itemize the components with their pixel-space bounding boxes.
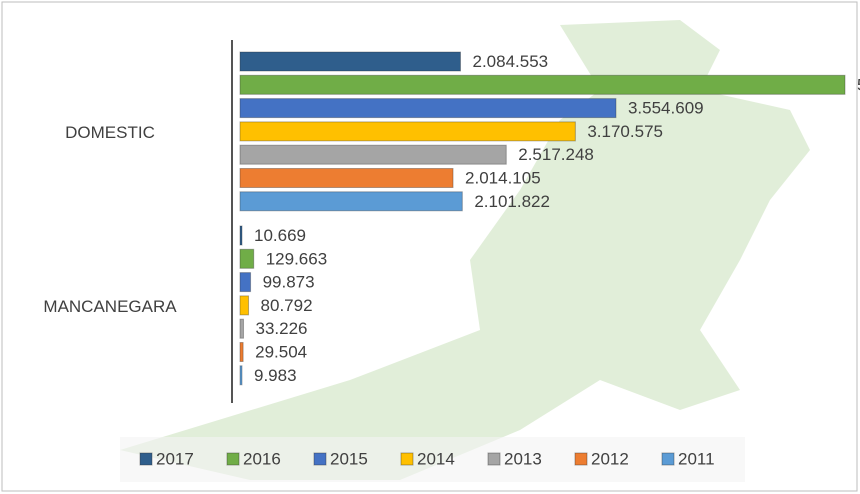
bar — [239, 225, 243, 246]
bar — [239, 74, 846, 95]
data-label: 2.101.822 — [474, 192, 550, 211]
legend-label: 2014 — [417, 449, 455, 468]
data-label: 29.504 — [255, 342, 307, 361]
category-label: DOMESTIC — [65, 123, 155, 142]
bar — [239, 168, 454, 188]
legend-swatch — [487, 452, 501, 466]
bar — [239, 318, 245, 339]
data-label: 3.554.609 — [628, 99, 704, 118]
bar — [239, 51, 461, 72]
data-label: 2.517.248 — [518, 145, 594, 164]
bar — [239, 272, 252, 293]
data-label: 2.084.553 — [472, 52, 548, 71]
bar — [239, 191, 463, 212]
category-label: MANCANEGARA — [43, 297, 177, 316]
data-label: 10.669 — [254, 226, 306, 245]
legend-label: 2017 — [156, 449, 194, 468]
data-label: 129.663 — [266, 249, 327, 268]
legend-box — [120, 437, 745, 482]
legend-swatch — [139, 452, 153, 466]
legend-swatch — [226, 452, 240, 466]
data-label: 2.014.105 — [465, 168, 541, 187]
data-label: 9.983 — [254, 366, 297, 385]
data-label: 5.719.881 — [857, 75, 860, 94]
legend-label: 2013 — [504, 449, 542, 468]
bar — [239, 121, 576, 142]
bar — [239, 342, 244, 362]
data-label: 80.792 — [261, 296, 313, 315]
legend-swatch — [400, 452, 414, 466]
data-label: 3.170.575 — [587, 122, 663, 141]
legend-swatch — [313, 452, 327, 466]
bar — [239, 365, 243, 386]
legend-label: 2012 — [591, 449, 629, 468]
legend-swatch — [574, 452, 588, 466]
legend-label: 2011 — [678, 449, 715, 468]
bar — [239, 98, 617, 119]
bar — [239, 144, 507, 165]
background-silhouette — [120, 20, 810, 480]
legend-label: 2015 — [330, 449, 368, 468]
legend-swatch — [661, 452, 675, 466]
data-label: 99.873 — [263, 273, 315, 292]
bar — [239, 295, 250, 316]
data-label: 33.226 — [256, 319, 308, 338]
bar — [239, 248, 255, 269]
legend-label: 2016 — [243, 449, 281, 468]
